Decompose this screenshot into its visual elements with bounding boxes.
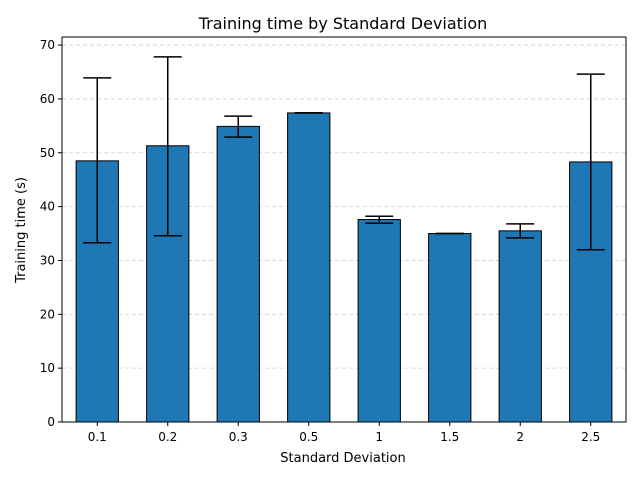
bar-0.5: [287, 112, 331, 423]
x-tick-label: 0.3: [229, 430, 248, 444]
x-tick-label: 2.5: [581, 430, 600, 444]
bar-1.5: [428, 233, 472, 423]
chart-title: Training time by Standard Deviation: [198, 14, 488, 33]
y-tick-label: 40: [40, 200, 55, 214]
x-tick-label: 2: [516, 430, 524, 444]
bar-layer: [75, 112, 613, 423]
x-tick-label: 1: [375, 430, 383, 444]
y-tick-label: 70: [40, 38, 55, 52]
y-tick-label: 20: [40, 307, 55, 321]
x-tick-label: 0.2: [158, 430, 177, 444]
bar-2: [498, 230, 542, 423]
y-tick-label: 10: [40, 361, 55, 375]
y-tick-label: 60: [40, 92, 55, 106]
error-bar-layer: [83, 56, 605, 251]
y-tick-label: 30: [40, 253, 55, 267]
y-tick-label: 50: [40, 146, 55, 160]
x-tick-label: 1.5: [440, 430, 459, 444]
x-axis-label: Standard Deviation: [280, 451, 405, 466]
bar-1: [357, 219, 401, 423]
plot-frame: [61, 36, 627, 423]
x-tick-label: 0.5: [299, 430, 318, 444]
bar-0.3: [216, 125, 260, 423]
axis-layer: 0 10 20 30 40 50 60 70 0.1 0.2 0.3 0.5 1 1.5 2 2.5: [40, 36, 627, 444]
y-tick-label: 0: [47, 415, 55, 429]
x-tick-label: 0.1: [88, 430, 107, 444]
y-axis-label: Training time (s): [14, 177, 29, 284]
